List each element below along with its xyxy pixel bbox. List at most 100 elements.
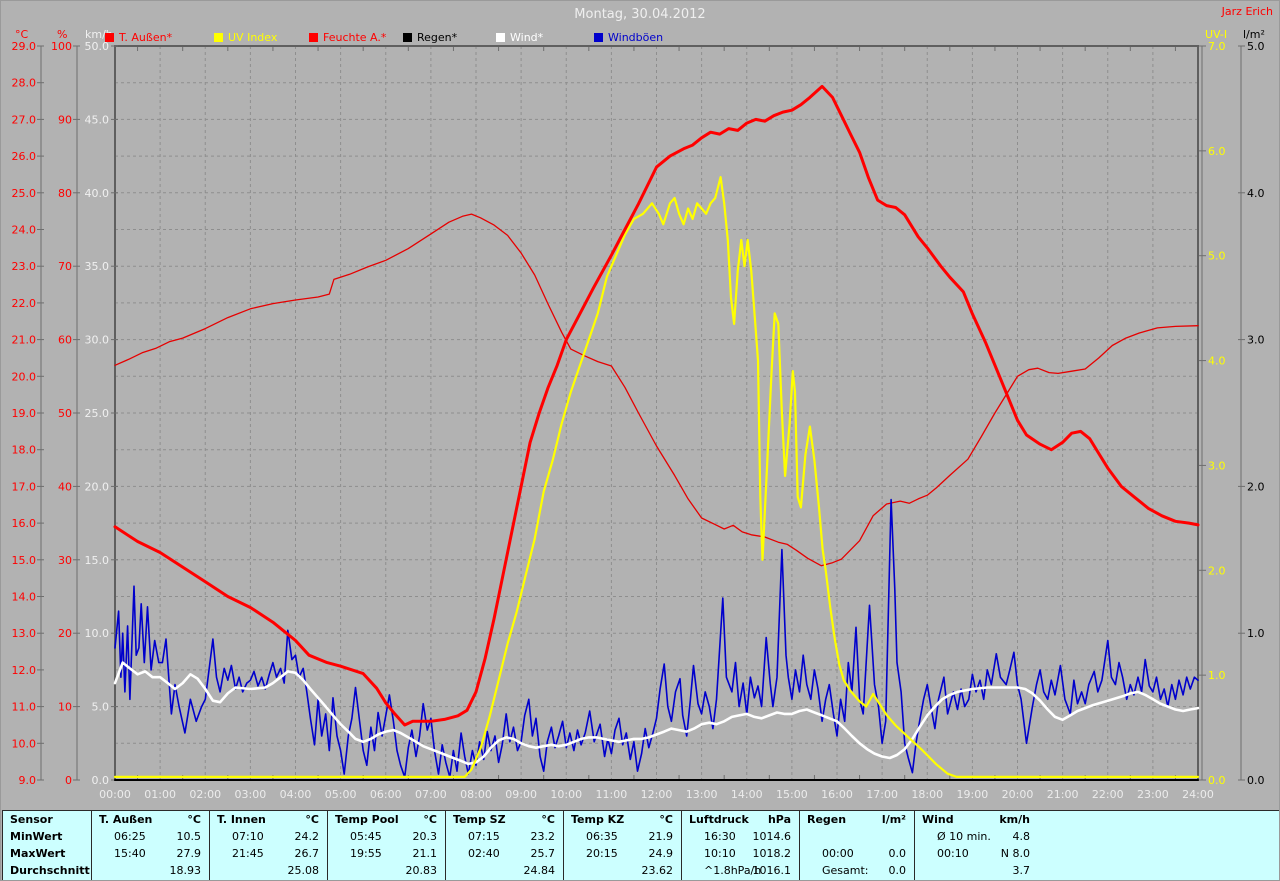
axis-tick-label: 20.0 (85, 480, 110, 493)
sensor-unit: °C (659, 813, 673, 826)
legend-item-regen-: Regen* (403, 31, 457, 44)
sensor-name: T. Außen (99, 813, 153, 826)
x-axis-label: 22:00 (1092, 788, 1124, 801)
table-cell-max: 19:55 21.1 (328, 845, 445, 862)
legend-swatch-icon (403, 33, 412, 42)
cell-value: 18.93 (169, 864, 202, 877)
table-cell-max: 10:10 1018.2 (682, 845, 799, 862)
table-cell-avg: 25.08 (210, 862, 327, 879)
x-axis-label: 17:00 (866, 788, 898, 801)
sensor-unit: °C (187, 813, 201, 826)
legend-label: T. Außen* (119, 31, 173, 44)
axis-tick-label: 3.0 (1247, 334, 1265, 347)
sensor-name: Wind (922, 813, 954, 826)
axis-tick-label: 4.0 (1208, 355, 1226, 368)
cell-time: 20:15 (586, 847, 618, 860)
page-title: Montag, 30.04.2012 (574, 7, 706, 22)
cell-value: 23.2 (530, 830, 556, 843)
table-cell-min: 07:15 23.2 (446, 828, 563, 845)
table-column-temp-kz: Temp KZ °C 06:35 21.9 20:15 24.9 23.62 (563, 811, 681, 880)
cell-time: 07:15 (468, 830, 500, 843)
cell-value: 25.7 (530, 847, 556, 860)
axis-tick-label: 26.0 (12, 150, 37, 163)
table-column-wind: Wind km/h Ø 10 min. 4.8 00:10 N 8.0 3.7 (914, 811, 1279, 880)
table-column-temp-sz: Temp SZ °C 07:15 23.2 02:40 25.7 24.84 (445, 811, 563, 880)
legend-label: Feuchte A.* (323, 31, 387, 44)
x-axis-label: 19:00 (957, 788, 989, 801)
cell-value: 4.8 (1012, 830, 1031, 843)
axis-tick-label: 27.0 (12, 113, 37, 126)
x-axis-label: 11:00 (596, 788, 628, 801)
cell-value: 0.0 (888, 847, 907, 860)
axis-tick-label: 20.0 (12, 370, 37, 383)
stats-table: Sensor MinWert MaxWert Durchschnitt T. Außen… (2, 810, 1279, 880)
legend-label: Wind* (510, 31, 544, 44)
table-cell-avg: 23.62 (564, 862, 681, 879)
legend-item-uv-index: UV Index (214, 31, 277, 44)
cell-time: 10:10 (704, 847, 736, 860)
x-axis-label: 18:00 (911, 788, 943, 801)
x-axis-label: 00:00 (99, 788, 131, 801)
axis-tick-label: 5.0 (1208, 250, 1226, 263)
cell-time: 19:55 (350, 847, 382, 860)
table-cell-avg: ^1.8hPa/h 1016.1 (682, 862, 799, 879)
axis-tick-label: 90 (58, 113, 72, 126)
axis-tick-label: 12.0 (12, 664, 37, 677)
x-axis-label: 12:00 (641, 788, 673, 801)
axis-tick-label: 9.0 (19, 774, 37, 787)
series-t-au-en- (113, 84, 1200, 727)
table-cell-avg: 24.84 (446, 862, 563, 879)
axis-tick-label: 1.0 (1247, 627, 1265, 640)
x-axis-label: 16:00 (821, 788, 853, 801)
legend-swatch-icon (309, 33, 318, 42)
table-cell-min (800, 828, 914, 845)
table-cell-min: 06:25 10.5 (92, 828, 209, 845)
axis-unit-percent: % (57, 28, 68, 41)
x-axis-label: 23:00 (1137, 788, 1169, 801)
table-column-t-innen: T. Innen °C 07:10 24.2 21:45 26.7 25.08 (209, 811, 327, 880)
cell-time: 21:45 (232, 847, 264, 860)
table-column-header: Temp KZ °C (564, 811, 681, 828)
cell-value: 3.7 (1012, 864, 1031, 877)
x-axis-label: 04:00 (280, 788, 312, 801)
axis-tick-label: 100 (51, 40, 72, 53)
x-axis-label: 20:00 (1002, 788, 1034, 801)
x-axis-label: 06:00 (370, 788, 402, 801)
x-axis-label: 14:00 (731, 788, 763, 801)
cell-value: 24.84 (523, 864, 556, 877)
axis-tick-label: 30.0 (85, 334, 110, 347)
cell-time: Gesamt: (822, 864, 869, 877)
axis-tick-label: 7.0 (1208, 40, 1226, 53)
axis-tick-label: 0.0 (1247, 774, 1265, 787)
axis-tick-label: 40.0 (85, 187, 110, 200)
table-column-header: Temp Pool °C (328, 811, 445, 828)
axis-tick-label: 45.0 (85, 113, 110, 126)
sensor-unit: °C (541, 813, 555, 826)
legend-label: Windböen (608, 31, 664, 44)
axis-tick-label: 10.0 (12, 737, 37, 750)
table-column-header: Luftdruck hPa (682, 811, 799, 828)
axis-tick-label: 2.0 (1247, 480, 1265, 493)
sensor-unit: km/h (999, 813, 1030, 826)
table-cell-max: 21:45 26.7 (210, 845, 327, 862)
author-label: Jarz Erich (1221, 5, 1273, 18)
sensor-unit: °C (305, 813, 319, 826)
axis-tick-label: 14.0 (12, 591, 37, 604)
axis-tick-label: 28.0 (12, 77, 37, 90)
cell-value: 24.9 (648, 847, 674, 860)
sensor-name: Luftdruck (689, 813, 749, 826)
axis-tick-label: 60 (58, 334, 72, 347)
table-cell-max: 00:10 N 8.0 (915, 845, 1279, 862)
axis-unit-celsius: °C (15, 28, 29, 41)
cell-time: 00:00 (822, 847, 854, 860)
x-axis-label: 13:00 (686, 788, 718, 801)
table-column-header: Temp SZ °C (446, 811, 563, 828)
cell-time: Ø 10 min. (937, 830, 991, 843)
x-axis-label: 07:00 (415, 788, 447, 801)
cell-value: 10.5 (176, 830, 202, 843)
x-axis-label: 15:00 (776, 788, 808, 801)
axis-tick-label: 15.0 (12, 554, 37, 567)
cell-time: 16:30 (704, 830, 736, 843)
table-column-header: T. Außen °C (92, 811, 209, 828)
